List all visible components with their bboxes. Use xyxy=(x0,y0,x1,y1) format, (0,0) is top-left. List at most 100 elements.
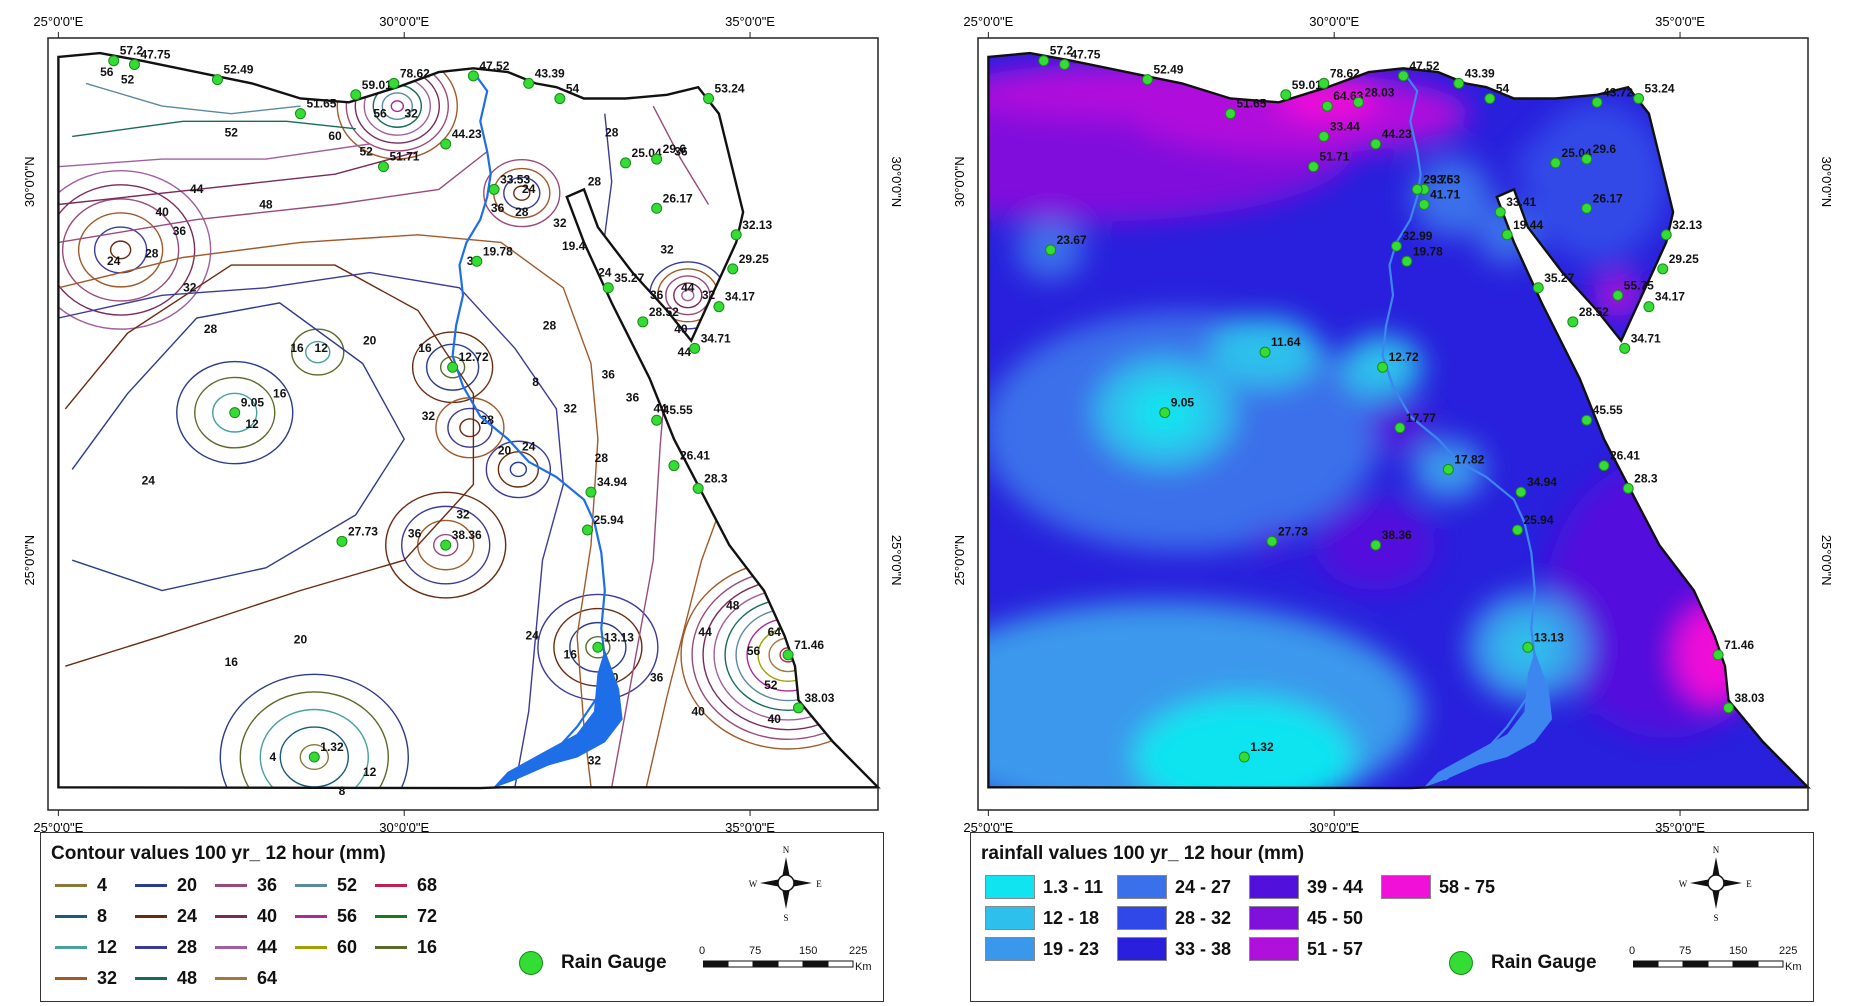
rain-gauge-marker xyxy=(1352,96,1364,108)
rain-gauge-value: 54 xyxy=(566,82,580,96)
contour-legend-value: 44 xyxy=(257,937,278,957)
rain-gauge-value: 13.13 xyxy=(1534,630,1564,644)
contour-legend-value: 12 xyxy=(97,937,118,957)
contour-label: 44 xyxy=(698,625,712,639)
rain-gauge-marker xyxy=(620,157,632,169)
rain-gauge-marker xyxy=(1224,108,1236,120)
contour-legend-item: 72 xyxy=(375,906,437,927)
rain-gauge-value: 27.73 xyxy=(348,524,378,538)
rain-gauge-marker xyxy=(229,407,241,419)
rain-gauge-value: 71.46 xyxy=(794,638,824,652)
contour-line xyxy=(459,418,481,438)
contour-line xyxy=(58,184,196,316)
rain-gauge-marker xyxy=(336,535,348,547)
left-map-frame xyxy=(47,37,879,811)
contour-label: 64 xyxy=(768,625,782,639)
rain-gauge-marker xyxy=(1141,74,1153,86)
contour-label: 28 xyxy=(515,205,529,219)
rain-gauge-value: 19.78 xyxy=(1413,244,1443,258)
contour-label: 20 xyxy=(363,334,377,348)
rain-gauge-marker xyxy=(1612,289,1624,301)
contour-legend-value: 4 xyxy=(97,875,108,895)
contour-label: 28 xyxy=(204,322,218,336)
rain-gauge-marker xyxy=(792,702,804,714)
rain-gauge-value: 38.36 xyxy=(1382,528,1412,542)
contour-label: 36 xyxy=(650,670,664,684)
contour-legend-line xyxy=(215,977,247,980)
rainfall-class-swatch xyxy=(1117,875,1167,899)
scale-tick-label: 225 xyxy=(1779,945,1798,957)
contour-line xyxy=(513,185,531,201)
rain-gauge-marker xyxy=(1657,263,1669,275)
rain-gauge-marker xyxy=(713,301,725,313)
contour-line xyxy=(652,105,710,205)
contour-line xyxy=(433,533,459,557)
rain-gauge-value: 78.62 xyxy=(400,66,430,80)
contour-label: 19.4 xyxy=(562,239,586,253)
rain-gauge-value: 33.41 xyxy=(1506,195,1536,209)
contour-label: 20 xyxy=(294,632,308,646)
rain-gauge-marker xyxy=(651,202,663,214)
rain-gauge-marker xyxy=(1591,96,1603,108)
contour-legend-value: 68 xyxy=(417,875,438,895)
contour-legend-line xyxy=(295,915,327,918)
contour-line xyxy=(71,302,406,592)
rain-gauge-legend: Rain Gauge xyxy=(519,951,667,975)
rain-gauge-value: 45.55 xyxy=(663,403,693,417)
contour-line xyxy=(425,343,480,391)
rain-gauge-marker xyxy=(447,361,459,373)
rain-gauge-marker xyxy=(467,70,479,82)
contour-label: 28 xyxy=(145,246,159,260)
compass-s-label: S xyxy=(783,913,788,923)
contour-legend-value: 20 xyxy=(177,875,198,895)
contour-legend-line xyxy=(135,977,167,980)
contour-legend-value: 8 xyxy=(97,906,108,926)
rain-gauge-marker xyxy=(1318,130,1330,142)
bottom-longitude-label: 25°0'0"E xyxy=(963,820,1013,835)
rainfall-class-swatch xyxy=(1381,875,1431,899)
contour-label: 56 xyxy=(373,106,387,120)
rain-gauge-marker xyxy=(1567,316,1579,328)
contour-legend-value: 64 xyxy=(257,968,278,988)
rain-gauge-marker xyxy=(1512,524,1523,536)
contour-line xyxy=(58,150,488,244)
rain-gauge-marker xyxy=(388,77,400,89)
contour-line xyxy=(77,212,164,288)
rain-gauge-marker xyxy=(1581,414,1593,426)
rain-gauge-marker xyxy=(1494,206,1506,218)
contour-label: 48 xyxy=(259,197,273,211)
contour-legend-line xyxy=(55,977,87,980)
rainfall-class-swatch xyxy=(1249,875,1299,899)
contour-line xyxy=(381,92,413,121)
rain-gauge-marker xyxy=(554,93,566,105)
contour-label: 24 xyxy=(598,265,612,279)
contour-label: 52 xyxy=(764,678,778,692)
rain-gauge-marker xyxy=(1622,482,1634,494)
contour-legend-value: 52 xyxy=(337,875,358,895)
contour-line xyxy=(291,328,345,376)
scale-unit-label: Km xyxy=(855,961,872,973)
rain-gauge-marker xyxy=(1401,255,1413,267)
rainfall-class-swatch xyxy=(1249,937,1299,961)
rain-gauge-marker xyxy=(350,89,362,101)
rain-gauge-value: 17.82 xyxy=(1454,452,1484,466)
rain-gauge-marker xyxy=(1394,422,1406,434)
scale-bar: 0 75 150 225 Km xyxy=(1629,945,1802,985)
contour-line xyxy=(58,271,565,788)
rainfall-class-item: 58 - 75 xyxy=(1381,875,1495,899)
contour-label: 12 xyxy=(363,765,377,779)
left-latitude-label: 30°0'0"N xyxy=(952,156,967,207)
compass-n-label: N xyxy=(783,845,790,855)
scale-bar-graphic xyxy=(1633,960,1784,968)
contour-label: 8 xyxy=(339,784,346,798)
contour-legend-value: 72 xyxy=(417,906,438,926)
contour-legend-item: 12 xyxy=(55,937,117,958)
rain-gauge-value: 47.52 xyxy=(479,59,509,73)
rain-gauge-marker xyxy=(1522,641,1534,653)
rain-gauge-value: 32.13 xyxy=(742,218,772,232)
rain-gauge-value: 28.3 xyxy=(1634,471,1658,485)
rain-gauge-marker xyxy=(211,74,223,86)
rain-gauge-marker xyxy=(1660,229,1672,241)
rain-gauge-value: 34.71 xyxy=(701,331,731,345)
